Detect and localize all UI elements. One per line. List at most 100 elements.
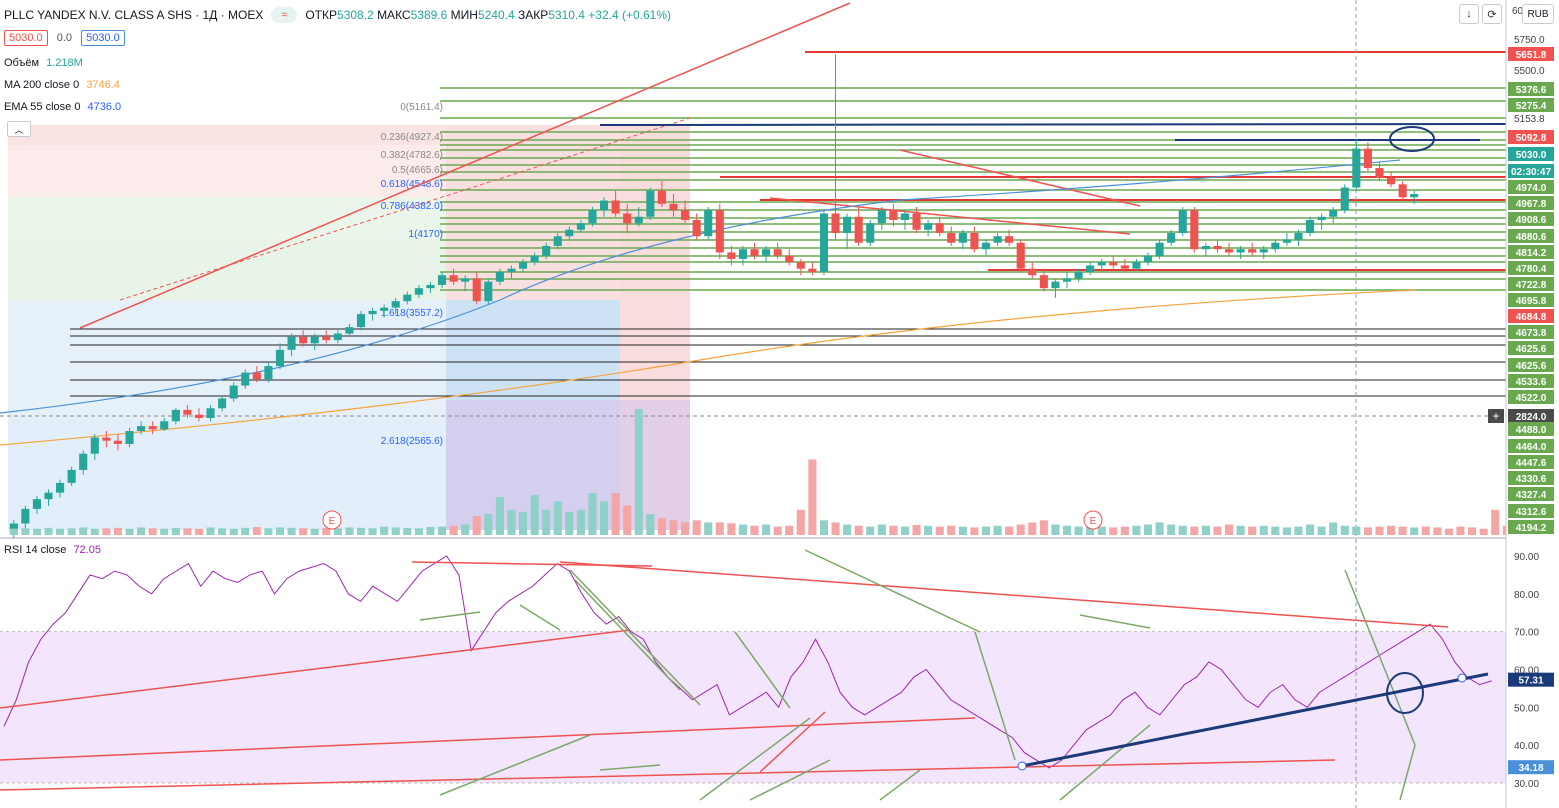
volume-bar [1213,526,1222,535]
price-tag-label: 4488.0 [1516,425,1547,436]
candle-body [1143,255,1153,263]
fib-label: 0.382(4782.6) [381,150,443,161]
candle-body [530,255,539,263]
volume-bar [1201,525,1210,535]
candle-body [21,508,30,524]
collapse-legend-button[interactable]: ︿ [7,121,31,137]
volume-bar [692,520,701,535]
volume-bar [1236,525,1245,535]
price-tag [1508,520,1554,534]
candle-body [264,366,273,380]
candle-body [437,275,447,285]
volume-bar [79,527,88,535]
volume-bar [322,527,331,535]
fib-label: 0.236(4927.4) [381,132,443,143]
candle-body [924,223,933,230]
volume-bar [981,526,991,535]
price-tag-label: 4673.8 [1516,328,1547,339]
candle-body [1224,249,1234,253]
rsi-tick: 50.00 [1514,703,1539,714]
volume-bar [9,528,18,535]
candle-body [1132,262,1141,269]
volume-bar [1086,525,1095,535]
rsi-label: RSI 14 close [4,544,67,556]
price-tag [1508,229,1554,243]
bid-box[interactable]: 5030.0 [4,30,48,46]
trend-line-channel [79,2,851,329]
plus-icon: + [1492,409,1499,423]
volume-value: 1.218M [46,57,83,69]
candle-body [1005,236,1014,243]
candle-body [843,216,852,233]
price-tag-label: 4464.0 [1516,442,1547,453]
volume-bar [530,495,539,535]
price-tag-label: 5030.0 [1516,150,1547,161]
symbol-title[interactable]: PLLC YANDEX N.V. CLASS A SHS · 1Д · MOEX [4,8,264,22]
volume-bar [727,523,736,535]
ask-box[interactable]: 5030.0 [81,30,125,46]
candle-body [958,232,967,243]
low-label: МИН [450,8,478,22]
candle-body [1259,249,1268,253]
candle-body [970,232,979,250]
trend-line-down [769,197,1131,235]
volume-bar [947,525,956,535]
volume-bar [437,526,447,535]
rsi-anchor-point [1457,673,1467,683]
candle-body [819,213,829,272]
volume-bar [843,524,852,535]
fib-zone [8,240,446,300]
ma200-legend[interactable]: MA 200 close 0 3746.4 [4,79,120,91]
candle-body [542,245,551,256]
price-tag [1508,293,1554,307]
price-tag [1508,309,1554,323]
volume-bar [1074,526,1083,535]
rsi-line [3,555,1492,769]
earnings-marker [322,510,342,530]
volume-bar [1282,527,1291,535]
rsi-trend-line-green [569,569,701,706]
volume-bar [900,526,910,535]
fib-label: 1.618(3557.2) [381,308,443,319]
candle-body [1155,242,1164,256]
arrow-down-icon: ↓ [1466,8,1472,20]
volume-bar [854,525,863,535]
volume-legend[interactable]: Объём 1.218M [4,57,83,69]
volume-bar [1305,524,1315,535]
price-tag [1508,325,1554,339]
fib-label: 0.786(4382.0) [381,201,443,212]
rsi-navy-trendline [1021,672,1489,768]
rsi-trend-line-green [749,759,831,801]
maximize-button[interactable]: ⟳ [1482,4,1502,24]
candle-body [9,523,18,532]
candle-body [206,408,215,419]
rsi-trend-line-green [1399,744,1416,801]
compare-pill[interactable]: ≈ [271,7,298,23]
price-tag [1508,341,1554,355]
volume-bar [194,528,204,535]
volume-bar [391,527,400,535]
volume-bar [252,527,261,535]
currency-badge[interactable]: RUB [1522,4,1554,24]
rsi-legend[interactable]: RSI 14 close 72.05 [4,544,101,556]
fib-label: 2.618(2565.6) [381,436,443,447]
rsi-trend-line-green [974,631,1016,761]
rsi-tag [1508,672,1554,687]
rsi-tick: 70.00 [1514,628,1539,639]
volume-bar [1039,520,1048,535]
volume-bar [750,525,759,535]
candle-body [32,499,41,509]
volume-bar [310,528,319,535]
ema55-legend[interactable]: EMA 55 close 0 4736.0 [4,101,121,113]
price-tag [1508,98,1554,112]
volume-bar [889,525,898,535]
price-tag [1508,47,1554,61]
price-tag-label: 2824.0 [1516,412,1547,423]
volume-bar [1132,525,1141,535]
ma200-label: MA 200 close 0 [4,79,80,91]
volume-bar [1456,526,1465,535]
candle-body [461,278,470,282]
scroll-down-button[interactable]: ↓ [1459,4,1479,24]
rsi-trend-line-red [0,759,1336,791]
